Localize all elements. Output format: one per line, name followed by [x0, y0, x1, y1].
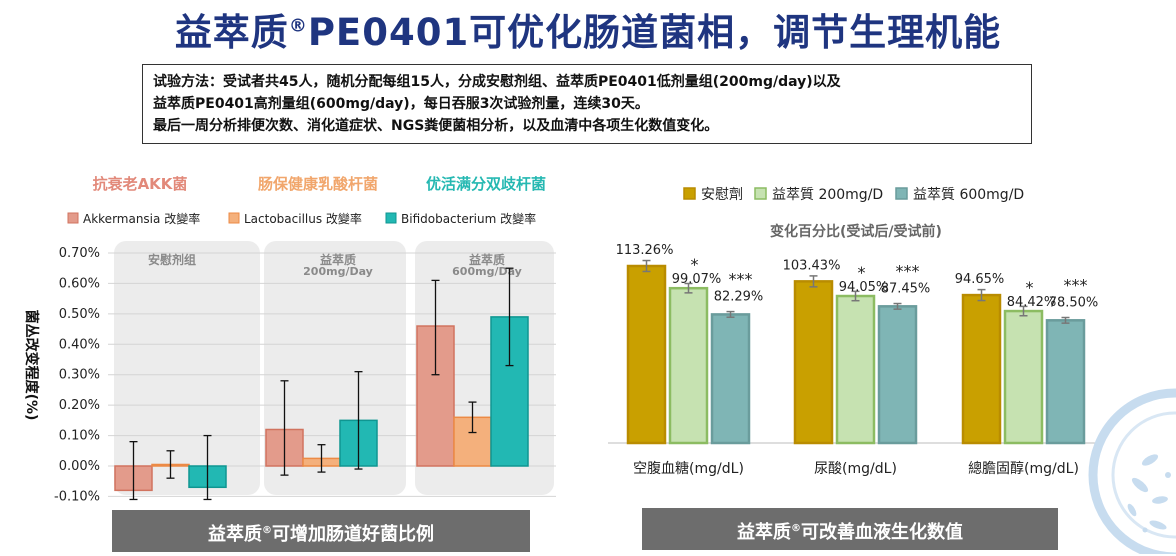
y-tick-label: 0.40%	[59, 337, 100, 352]
caption-text: 可增加肠道好菌比例	[272, 524, 434, 545]
significance-mark: *	[858, 263, 866, 282]
bar-3-cat-1	[710, 313, 751, 445]
legend-swatch-3	[895, 187, 908, 200]
legend-swatch-1	[67, 212, 79, 224]
y-tick-label: 0.10%	[59, 429, 100, 444]
left-heading-3: 优活满分双歧杆菌	[426, 175, 546, 193]
y-tick-label: 0.30%	[59, 368, 100, 383]
group-panel-1	[114, 241, 260, 495]
group-label-1: 安慰剂组	[148, 252, 196, 267]
data-label: 94.65%	[955, 272, 1005, 287]
left-heading-1: 抗衰老AKK菌	[93, 175, 188, 193]
bar-2-cat-2	[835, 294, 876, 445]
chart-subtitle: 变化百分比(受试后/受试前)	[770, 223, 942, 240]
legend-label-2: Lactobacillus 改變率	[244, 211, 362, 226]
data-label: 87.45%	[881, 281, 931, 296]
data-label: 82.29%	[714, 289, 764, 304]
data-label: 103.43%	[783, 258, 841, 273]
significance-mark: ***	[1064, 275, 1088, 294]
method-line-3: 最后一周分析排便次数、消化道症状、NGS粪便菌相分析，以及血清中各项生化数值变化…	[153, 118, 719, 134]
legend-swatch-2	[228, 212, 240, 224]
legend-label-2: 益萃質 200mg/D	[772, 187, 883, 203]
registered-mark: ®	[791, 523, 801, 534]
method-box: 试验方法：受试者共45人，随机分配每组15人，分成安慰剂组、益萃质PE0401低…	[142, 64, 1032, 144]
left-heading-2: 肠保健康乳酸杆菌	[258, 175, 378, 193]
y-tick-label: -0.10%	[54, 489, 100, 504]
method-line-1: 试验方法：受试者共45人，随机分配每组15人，分成安慰剂组、益萃质PE0401低…	[153, 74, 841, 90]
method-line-2: 益萃质PE0401高剂量组(600mg/day)，每日吞服3次试验剂量，连续30…	[153, 96, 649, 112]
bar-2-cat-3	[1003, 309, 1044, 445]
significance-mark: *	[1026, 278, 1034, 297]
bar-2-cat-1	[668, 286, 709, 445]
category-label: 總膽固醇(mg/dL)	[968, 460, 1079, 477]
data-label: 99.07%	[672, 272, 722, 287]
y-tick-label: 0.50%	[59, 307, 100, 322]
group-sublabel-3: 600mg/Day	[452, 265, 522, 278]
group-label-3: 益萃质	[469, 252, 505, 267]
data-label: 113.26%	[616, 243, 674, 258]
registered-mark: ®	[262, 525, 272, 536]
category-label: 尿酸(mg/dL)	[814, 461, 897, 477]
legend-label-3: Bifidobacterium 改變率	[401, 211, 536, 226]
title-text: PE0401可优化肠道菌相，调节生理机能	[307, 11, 1002, 54]
data-label: 78.50%	[1049, 295, 1099, 310]
significance-mark: *	[691, 255, 699, 274]
y-tick-label: 0.00%	[59, 459, 100, 474]
caption-text: 可改善血液生化数值	[801, 522, 963, 543]
title-brand: 益萃质	[174, 11, 289, 54]
group-sublabel-2: 200mg/Day	[303, 265, 373, 278]
bacteria-change-chart: 抗衰老AKK菌 肠保健康乳酸杆菌 优活满分双歧杆菌 Akkermansia 改變率 La…	[23, 175, 556, 504]
bar-1-cat-3	[961, 293, 1002, 445]
registered-mark: ®	[288, 15, 308, 37]
legend-label-1: Akkermansia 改變率	[83, 211, 200, 226]
bar-1-cat-1	[626, 264, 667, 445]
bar-3-cat-3	[1045, 319, 1086, 445]
y-tick-label: 0.20%	[59, 398, 100, 413]
bar-1-cat-2	[793, 280, 834, 445]
legend-swatch-1	[683, 187, 696, 200]
bar-3-cat-2	[877, 305, 918, 445]
legend-swatch-2	[754, 187, 767, 200]
significance-mark: ***	[896, 261, 920, 280]
blood-biochem-chart: 安慰劑 益萃質 200mg/D 益萃質 600mg/D 变化百分比(受试后/受试前) 1…	[608, 186, 1099, 477]
group-label-2: 益萃质	[320, 252, 356, 267]
page-title: 益萃质®PE0401可优化肠道菌相，调节生理机能	[0, 2, 1176, 56]
data-label: 84.42%	[1007, 295, 1057, 310]
legend-label-3: 益萃質 600mg/D	[913, 187, 1024, 203]
category-label: 空腹血糖(mg/dL)	[633, 460, 744, 477]
caption-brand: 益萃质	[737, 522, 791, 543]
significance-mark: ***	[729, 269, 753, 288]
legend-label-1: 安慰劑	[701, 186, 743, 203]
y-tick-label: 0.60%	[59, 276, 100, 291]
caption-brand: 益萃质	[208, 524, 262, 545]
probiotics-logo-icon	[1088, 388, 1176, 554]
right-caption: 益萃质®可改善血液生化数值	[642, 508, 1058, 550]
data-label: 94.05%	[839, 280, 889, 295]
y-tick-label: 0.70%	[59, 246, 100, 261]
left-caption: 益萃质®可增加肠道好菌比例	[112, 510, 530, 552]
legend-swatch-3	[385, 212, 397, 224]
y-axis-title: 菌丛改变程度(%)	[23, 310, 40, 421]
